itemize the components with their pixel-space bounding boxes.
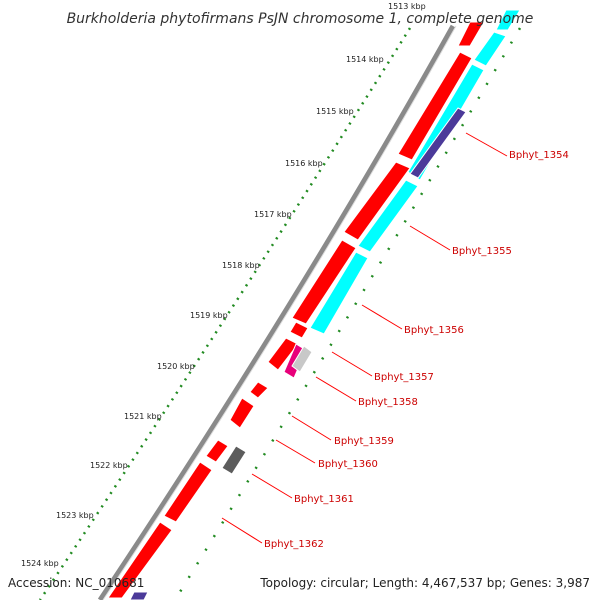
callout-line — [409, 225, 451, 251]
gene-label: Bphyt_1357 — [374, 372, 434, 383]
kbp-label: 1519 kbp — [190, 311, 228, 320]
gene-label: Bphyt_1361 — [294, 494, 354, 505]
kbp-label: 1518 kbp — [222, 261, 260, 270]
gene-arrow — [289, 321, 309, 339]
kbp-label: 1514 kbp — [346, 55, 384, 64]
callout-line — [331, 351, 373, 377]
kbp-label: 1524 kbp — [21, 559, 59, 568]
feature-block — [357, 179, 419, 253]
callout-line — [361, 304, 403, 330]
gene-arrow — [267, 337, 299, 371]
kbp-label: 1521 kbp — [124, 412, 162, 421]
callout-line — [251, 473, 293, 499]
feature-block — [473, 31, 507, 67]
gene-arrow — [107, 521, 173, 599]
kbp-label: 1517 kbp — [254, 210, 292, 219]
callout-line — [291, 415, 332, 441]
callout-line — [221, 517, 263, 544]
gene-label: Bphyt_1360 — [318, 459, 378, 470]
gene-arrow — [457, 21, 485, 47]
kbp-label: 1523 kbp — [56, 511, 94, 520]
callout-line — [275, 439, 316, 464]
callout-line — [315, 376, 357, 402]
gene-arrow — [291, 239, 357, 325]
feature-block — [409, 107, 467, 179]
cds-track — [107, 21, 485, 599]
gene-label: Bphyt_1354 — [509, 150, 569, 161]
accession-text: Accession: NC_010681 — [8, 576, 144, 590]
gene-label: Bphyt_1356 — [404, 325, 464, 336]
feature-block — [129, 591, 149, 600]
kbp-label: 1515 kbp — [316, 107, 354, 116]
feature-block — [309, 251, 369, 335]
kbp-label: 1513 kbp — [388, 2, 426, 11]
gene-label: Bphyt_1358 — [358, 397, 418, 408]
feature-block — [221, 445, 247, 475]
map-title: Burkholderia phytofirmans PsJN chromosom… — [67, 11, 534, 27]
gene-label: Bphyt_1355 — [452, 246, 512, 257]
gene-arrow — [205, 439, 229, 463]
kbp-label: 1520 kbp — [157, 362, 195, 371]
backbone-ring-highlight — [102, 25, 457, 600]
gene-arrow — [343, 161, 411, 241]
feature-block — [291, 345, 313, 373]
gene-arrow — [397, 51, 473, 161]
gene-callouts: Bphyt_1354 Bphyt_1355 Bphyt_1356 Bphyt_1… — [221, 132, 569, 550]
feature-track — [129, 9, 521, 600]
gene-arrow — [229, 397, 255, 429]
kbp-label: 1522 kbp — [90, 461, 128, 470]
backbone-ring — [97, 24, 456, 600]
gene-arrow — [163, 461, 213, 523]
gene-label: Bphyt_1362 — [264, 539, 324, 550]
gene-arrow — [249, 381, 269, 399]
summary-text: Topology: circular; Length: 4,467,537 bp… — [259, 576, 590, 590]
callout-line — [465, 132, 508, 157]
feature-block — [495, 9, 521, 31]
gene-label: Bphyt_1359 — [334, 436, 394, 447]
kbp-ticks: 1513 kbp 1514 kbp 1515 kbp 1516 kbp 1517… — [21, 2, 426, 568]
kbp-label: 1516 kbp — [285, 159, 323, 168]
